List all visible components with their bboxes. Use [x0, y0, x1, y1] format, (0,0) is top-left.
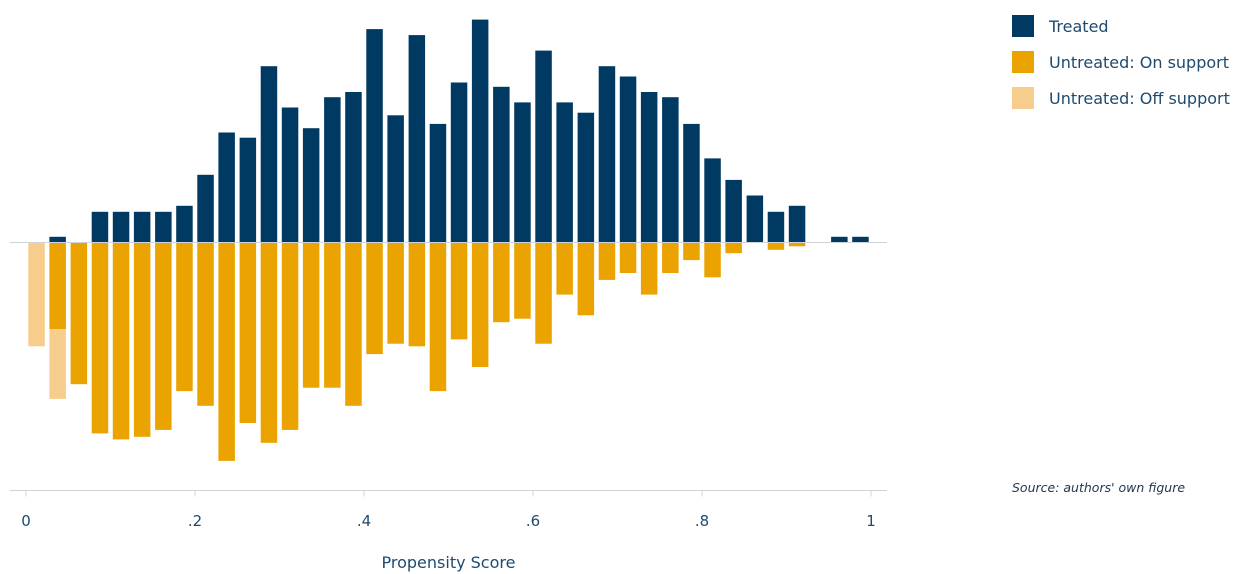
bar-untreated-on-support-7: [176, 242, 193, 392]
bar-treated-33: [725, 179, 742, 242]
legend: Treated Untreated: On support Untreated:…: [1012, 8, 1230, 116]
bar-untreated-on-support-4: [112, 242, 130, 440]
x-tick-label-5: 1: [866, 512, 876, 530]
bar-treated-23: [514, 102, 531, 243]
bar-untreated-on-support-19: [429, 242, 447, 392]
bar-treated-22: [493, 86, 510, 242]
bar-untreated-on-support-28: [619, 242, 637, 273]
bar-treated-9: [218, 132, 235, 242]
bar-treated-30: [662, 97, 679, 242]
bar-treated-38: [831, 236, 848, 242]
bar-treated-10: [239, 137, 257, 242]
legend-item-untreated-off-support: Untreated: Off support: [1012, 80, 1230, 116]
bar-untreated-on-support-21: [471, 242, 489, 367]
bar-untreated-on-support-18: [408, 242, 426, 347]
bar-treated-4: [112, 211, 130, 242]
bar-treated-34: [746, 195, 764, 242]
bar-treated-25: [556, 102, 573, 243]
x-tick-label-3: .6: [526, 512, 540, 530]
bar-treated-28: [619, 76, 637, 242]
source-note: Source: authors' own figure: [1012, 480, 1186, 495]
bars-layer: [28, 19, 869, 461]
bar-treated-8: [197, 174, 214, 242]
bar-untreated-on-support-10: [239, 242, 257, 423]
bar-untreated-on-support-23: [514, 242, 531, 319]
bar-treated-16: [366, 29, 383, 242]
legend-label-untreated-on-support: Untreated: On support: [1049, 52, 1229, 72]
bar-untreated-on-support-16: [366, 242, 383, 355]
bar-treated-27: [598, 66, 616, 242]
bar-treated-5: [133, 211, 151, 242]
bar-untreated-off-support-0: [28, 242, 45, 347]
bar-treated-12: [281, 107, 299, 242]
bar-untreated-on-support-6: [155, 242, 172, 430]
bar-untreated-on-support-17: [387, 242, 404, 344]
bar-treated-14: [324, 97, 341, 242]
bar-untreated-on-support-8: [197, 242, 214, 406]
bar-treated-20: [450, 82, 468, 242]
bar-treated-6: [155, 211, 172, 242]
bar-treated-26: [577, 112, 595, 242]
bar-untreated-on-support-15: [345, 242, 362, 406]
legend-swatch-treated: [1012, 15, 1034, 37]
bar-treated-17: [387, 115, 404, 242]
bar-treated-21: [471, 19, 489, 242]
bar-treated-39: [852, 236, 869, 242]
bar-treated-19: [429, 123, 447, 242]
legend-item-untreated-on-support: Untreated: On support: [1012, 44, 1230, 80]
bar-treated-1: [49, 236, 66, 242]
bar-untreated-on-support-3: [91, 242, 109, 434]
bar-untreated-on-support-24: [535, 242, 552, 344]
bar-untreated-on-support-33: [725, 242, 742, 254]
bar-untreated-on-support-9: [218, 242, 235, 461]
legend-label-treated: Treated: [1049, 16, 1109, 36]
x-tick-label-1: .2: [188, 512, 202, 530]
x-axis-ticks: 0 .2 .4 .6 .8 1: [21, 490, 876, 530]
bar-untreated-on-support-26: [577, 242, 595, 316]
bar-untreated-on-support-25: [556, 242, 573, 295]
bar-untreated-on-support-20: [450, 242, 468, 340]
bar-treated-7: [176, 205, 193, 242]
bar-untreated-on-support-11: [260, 242, 278, 443]
bar-untreated-on-support-30: [662, 242, 679, 273]
legend-swatch-untreated-on-support: [1012, 51, 1034, 73]
bar-untreated-on-support-5: [133, 242, 151, 437]
bar-untreated-off-support-1: [49, 329, 66, 399]
x-tick-label-0: 0: [21, 512, 31, 530]
bar-untreated-on-support-36: [788, 242, 806, 247]
x-tick-label-2: .4: [357, 512, 371, 530]
bar-treated-11: [260, 66, 278, 242]
legend-swatch-untreated-off-support: [1012, 87, 1034, 109]
bar-untreated-on-support-27: [598, 242, 616, 280]
bar-untreated-on-support-2: [70, 242, 88, 385]
bar-untreated-on-support-13: [302, 242, 320, 388]
bar-untreated-on-support-14: [324, 242, 341, 388]
x-axis-title: Propensity Score: [382, 553, 516, 572]
bar-treated-15: [345, 92, 362, 242]
bar-untreated-on-support-1: [49, 242, 66, 330]
bar-treated-3: [91, 211, 109, 242]
bar-untreated-on-support-32: [704, 242, 721, 278]
bar-untreated-on-support-35: [767, 242, 785, 250]
bar-untreated-on-support-31: [683, 242, 700, 261]
legend-label-untreated-off-support: Untreated: Off support: [1049, 88, 1230, 108]
bar-treated-18: [408, 35, 426, 242]
x-tick-label-4: .8: [695, 512, 709, 530]
bar-treated-24: [535, 50, 552, 242]
bar-untreated-on-support-12: [281, 242, 299, 430]
bar-treated-31: [683, 123, 700, 242]
bar-treated-32: [704, 158, 721, 242]
bar-treated-13: [302, 128, 320, 242]
bar-treated-29: [640, 92, 658, 242]
bar-untreated-on-support-22: [493, 242, 510, 323]
bar-untreated-on-support-29: [640, 242, 658, 295]
bar-treated-35: [767, 211, 785, 242]
legend-item-treated: Treated: [1012, 8, 1230, 44]
bar-treated-36: [788, 205, 806, 242]
